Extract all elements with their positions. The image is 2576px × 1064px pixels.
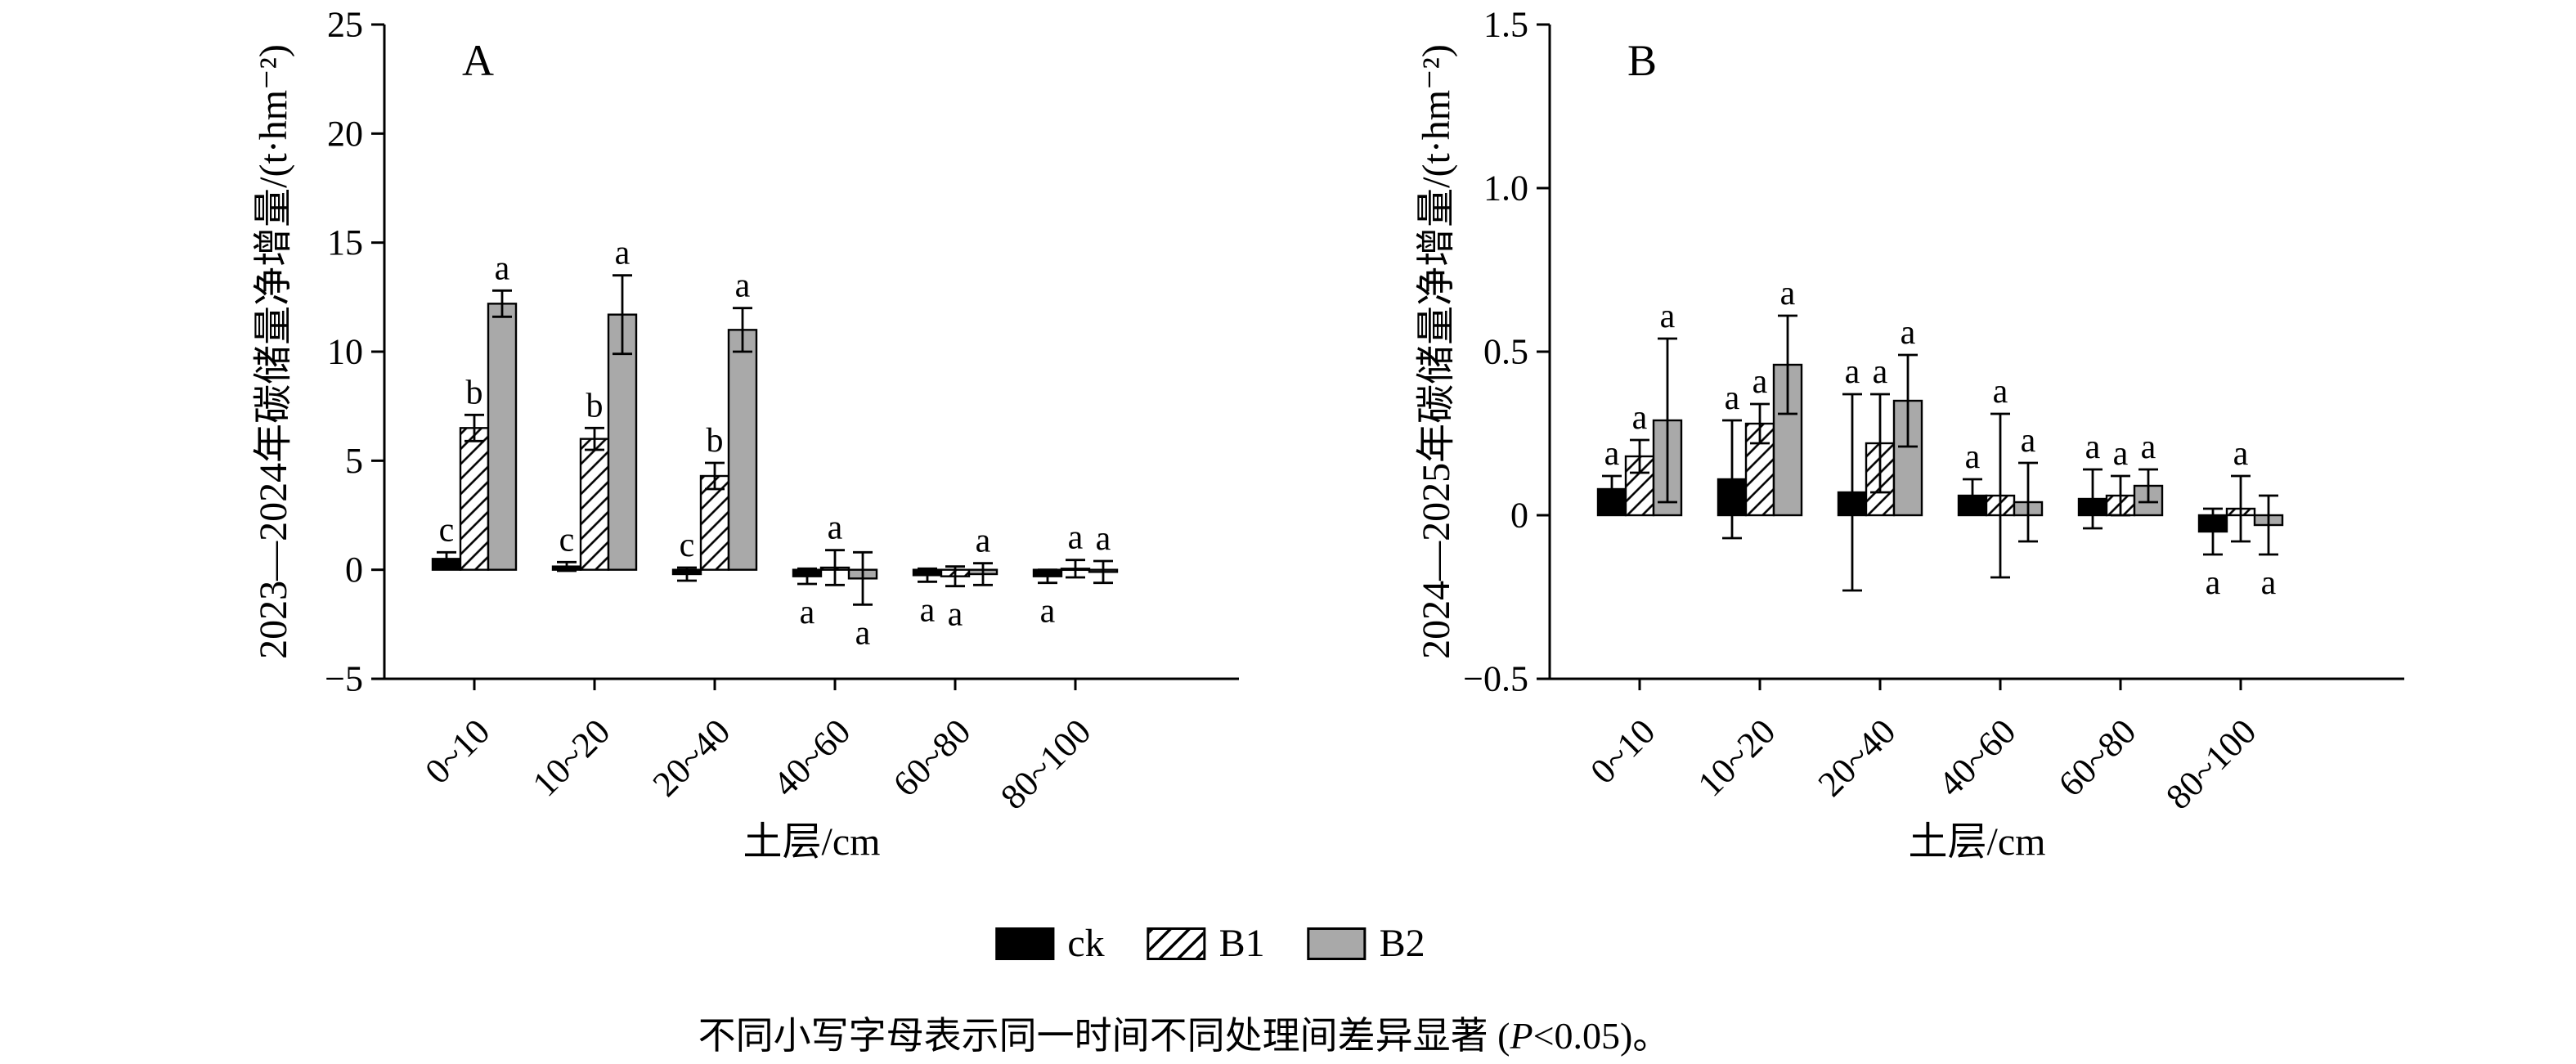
sig-letter: a [948,596,963,634]
x-tick-label: 80~100 [2158,712,2264,817]
caption-text: 不同小写字母表示同一时间不同处理间差异显著 ( [698,1015,1510,1057]
legend-item-ck: ck [995,921,1105,966]
figure-caption: 不同小写字母表示同一时间不同处理间差异显著 (P<0.05)。 [698,1006,1671,1060]
sig-letter: a [2085,429,2101,466]
x-tick-label: 0~10 [1582,712,1663,792]
sig-letter: b [707,422,724,460]
caption-p-italic: P [1510,1015,1533,1057]
y-tick-label: 10 [327,332,363,372]
sig-letter: a [1965,438,1981,476]
legend-item-b2: B2 [1307,921,1425,966]
sig-letter: a [1845,353,1860,391]
sig-letter: a [855,614,871,652]
y-tick-label: 5 [345,441,363,481]
sig-letter: c [559,521,575,559]
sig-letter: a [920,591,936,629]
legend-label-b1: B1 [1218,922,1265,965]
legend-swatch-b1-icon [1147,927,1206,960]
sig-letter: a [1604,435,1620,473]
sig-letter: a [828,510,843,547]
sig-letter: a [1660,298,1676,335]
sig-letter: a [495,249,510,287]
sig-letter: a [2206,564,2221,602]
x-tick-label: 60~80 [886,712,979,805]
y-tick-label: 15 [327,222,363,263]
sig-letter: a [1901,314,1916,352]
legend-label-ck: ck [1067,922,1105,965]
panel-letter: A [462,36,494,85]
x-tick-label: 80~100 [993,712,1098,817]
y-tick-label: 0.5 [1483,332,1528,372]
y-tick-label: 0 [345,550,363,590]
legend-swatch-b2-icon [1307,927,1367,960]
y-tick-label: 20 [327,114,363,154]
y-axis-title: 2024—2025年碳储量净增量/(t·hm⁻²) [1415,44,1458,659]
sig-letter: a [1873,353,1888,391]
sig-letter: a [2261,564,2277,602]
sig-letter: a [1780,275,1796,312]
sig-letter: a [735,267,751,305]
x-tick-label: 10~20 [525,712,618,805]
y-tick-label: 25 [327,5,363,45]
x-axis-title: 土层/cm [743,820,881,864]
y-tick-label: −0.5 [1463,659,1528,699]
sig-letter: a [2233,435,2249,473]
caption-rest: <0.05)。 [1533,1015,1671,1057]
sig-letter: a [615,235,631,272]
x-axis-title: 土层/cm [1909,820,2046,864]
sig-letter: a [1993,373,2008,411]
sig-letter: a [976,523,991,560]
y-tick-label: 1.0 [1483,168,1528,209]
y-tick-label: 1.5 [1483,5,1528,45]
x-tick-label: 60~80 [2051,712,2144,805]
bar-B2-0~10 [487,303,518,571]
x-tick-label: 40~60 [1931,712,2024,805]
panel-letter: B [1627,36,1657,85]
sig-letter: a [2113,435,2129,473]
x-tick-label: 0~10 [417,712,497,792]
y-tick-label: −5 [325,659,363,699]
sig-letter: a [2141,429,2156,466]
sig-letter: a [800,594,815,631]
y-axis-title: 2023—2024年碳储量净增量/(t·hm⁻²) [252,44,295,659]
sig-letter: a [1725,379,1740,417]
legend: ck B1 B2 [995,921,1425,966]
x-tick-label: 20~40 [645,712,738,805]
legend-item-b1: B1 [1147,921,1265,966]
bar-B2-20~40 [727,329,758,571]
legend-swatch-ck-icon [995,927,1055,960]
sig-letter: c [680,527,695,564]
sig-letter: a [1096,520,1111,558]
sig-letter: a [1068,519,1084,557]
sig-letter: b [586,387,604,424]
legend-label-b2: B2 [1379,922,1425,965]
sig-letter: a [1632,399,1648,437]
sig-letter: a [1040,593,1056,631]
y-tick-label: 0 [1510,496,1528,536]
bar-B1-10~20 [579,438,610,571]
sig-letter: c [439,511,455,549]
x-tick-label: 40~60 [765,712,859,805]
sig-letter: a [2021,422,2036,460]
x-tick-label: 20~40 [1811,712,1904,805]
sig-letter: a [1752,363,1768,401]
bar-B1-0~10 [459,427,490,571]
x-tick-label: 10~20 [1690,712,1784,805]
sig-letter: b [466,374,483,411]
